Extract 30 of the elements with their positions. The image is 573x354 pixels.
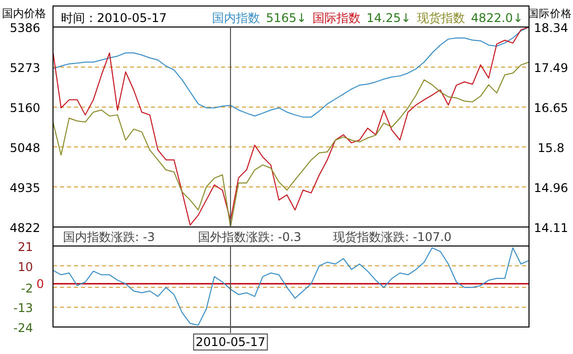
y-tick-label: 5386 [10,21,40,35]
y2-tick-label: 15.8 [538,141,564,156]
y-tick-label: 5048 [10,140,40,155]
y2-tick-label: 17.49 [534,61,568,76]
y-tick-label: 10 [18,260,33,274]
y-tick-label: 5160 [10,101,40,116]
y-axis-title: 国内价格 [2,7,46,20]
ref-line-label: 0 [36,276,44,291]
y2-tick-label: 16.65 [534,100,568,115]
y2-tick-label: 18.34 [534,21,568,35]
text: 国际指数 [312,11,361,25]
y-tick-label: 4935 [10,180,40,195]
text: 14.25↓ [366,11,411,25]
text: 时间：2010-05-17 [61,11,167,25]
text: 5165↓ [266,11,307,25]
y-tick-label: 4822 [10,221,40,235]
y-tick-label: -13 [13,301,33,316]
text: 现货指数涨跌: -107.0 [333,230,452,244]
y-tick-label: -2 [21,281,33,296]
y2-tick-label: 14.11 [534,221,568,235]
y-tick-label: -24 [13,321,33,335]
text: 国内指数 [212,11,260,25]
text: 现货指数 [416,11,465,25]
y-tick-label: 5273 [10,61,40,76]
text: 4822.0↓ [470,11,523,25]
x-tick-label: 2010-05-17 [196,335,266,349]
y2-tick-label: 14.96 [534,180,568,195]
text: 国外指数涨跌: -0.3 [198,230,302,244]
y-tick-label: 21 [18,240,33,254]
text: 国内指数涨跌: -3 [63,230,155,244]
